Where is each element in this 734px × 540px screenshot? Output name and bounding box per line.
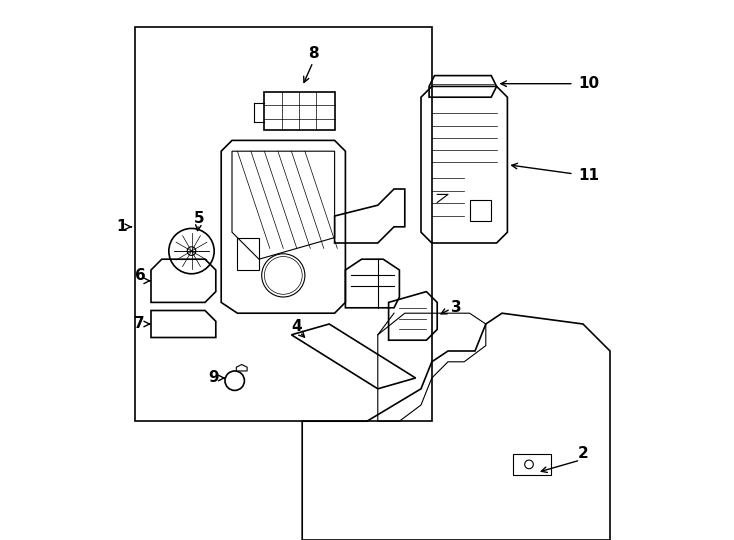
Text: 5: 5 [195,211,205,226]
Text: 10: 10 [578,76,599,91]
Text: 6: 6 [135,268,145,283]
Text: 2: 2 [578,446,589,461]
Text: 4: 4 [291,319,302,334]
Text: 1: 1 [116,219,126,234]
Text: 8: 8 [308,46,319,62]
Text: 11: 11 [578,168,599,183]
Bar [470,200,491,221]
Text: 9: 9 [208,370,219,386]
Text: 7: 7 [134,316,145,332]
Bar [513,454,550,475]
Text: 3: 3 [451,300,462,315]
